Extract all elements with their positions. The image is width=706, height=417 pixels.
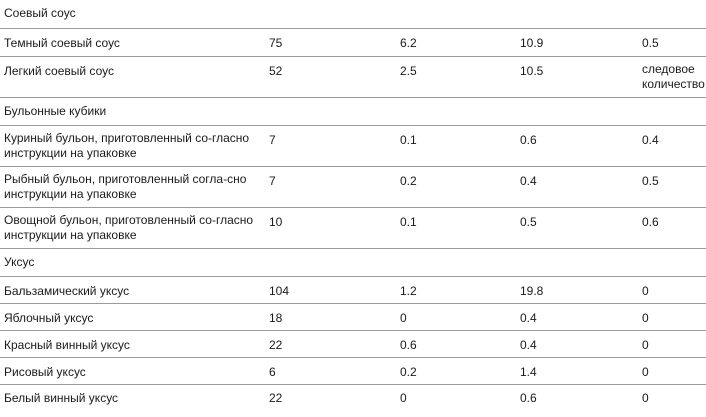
empty-cell [638, 248, 706, 277]
empty-cell [396, 97, 516, 126]
section-header-soy-sauce: Соевый соус [0, 0, 706, 29]
row-name: Яблочный уксус [0, 303, 265, 331]
value-cell: 0.1 [396, 207, 516, 249]
value-cell: 0.4 [638, 125, 706, 167]
empty-cell [265, 0, 396, 29]
table-row: Рисовый уксус 6 0.2 1.4 0 [0, 357, 706, 385]
section-title: Уксус [0, 248, 265, 277]
value-cell: 19.8 [516, 276, 638, 304]
nutrition-table: Соевый соус Темный соевый соус 75 6.2 10… [0, 0, 706, 408]
table-row: Рыбный бульон, приготовленный согла-сно … [0, 166, 706, 208]
value-cell: 104 [265, 276, 396, 304]
value-cell: 0.1 [396, 125, 516, 167]
row-name: Овощной бульон, приготовленный со-гласно… [0, 207, 265, 249]
value-cell: 0 [638, 330, 706, 358]
table-row: Темный соевый соус 75 6.2 10.9 0.5 [0, 28, 706, 57]
value-cell: 0.4 [516, 330, 638, 358]
table-row: Овощной бульон, приготовленный со-гласно… [0, 207, 706, 249]
value-cell: 0 [638, 276, 706, 304]
section-header-vinegar: Уксус [0, 248, 706, 277]
value-cell: 18 [265, 303, 396, 331]
empty-cell [638, 0, 706, 29]
value-cell: 0.5 [638, 28, 706, 57]
empty-cell [516, 248, 638, 277]
value-cell: 52 [265, 56, 396, 98]
value-cell: 0.2 [396, 166, 516, 208]
row-name: Красный винный уксус [0, 330, 265, 358]
value-cell: 10.9 [516, 28, 638, 57]
empty-cell [265, 97, 396, 126]
table-row: Белый винный уксус 22 0 0.6 0 [0, 384, 706, 408]
value-cell: 22 [269, 390, 283, 405]
empty-cell [638, 97, 706, 126]
value-cell: 1.2 [396, 276, 516, 304]
value-cell: 7 [265, 125, 396, 167]
empty-cell [516, 0, 638, 29]
value-cell: 0 [396, 303, 516, 331]
value-cell: 0.6 [520, 390, 537, 405]
section-title: Соевый соус [0, 0, 265, 29]
value-cell: 0.5 [516, 207, 638, 249]
empty-cell [516, 97, 638, 126]
row-name: Куриный бульон, приготовленный со-гласно… [0, 125, 265, 167]
value-cell: 0 [638, 357, 706, 385]
table-row: Яблочный уксус 18 0 0.4 0 [0, 303, 706, 331]
section-title: Бульонные кубики [0, 97, 265, 126]
value-cell: 0.5 [638, 166, 706, 208]
value-cell: 0.4 [516, 166, 638, 208]
value-cell: 2.5 [396, 56, 516, 98]
value-cell: 0 [642, 390, 649, 405]
empty-cell [265, 248, 396, 277]
value-cell: 10 [265, 207, 396, 249]
value-cell: 7 [265, 166, 396, 208]
value-cell: 1.4 [516, 357, 638, 385]
row-name: Белый винный уксус [4, 390, 119, 405]
value-cell: 0.6 [396, 330, 516, 358]
row-name: Легкий соевый соус [0, 56, 265, 98]
row-name: Темный соевый соус [0, 28, 265, 57]
value-cell: 0 [400, 390, 407, 405]
empty-cell [396, 0, 516, 29]
value-cell: 75 [265, 28, 396, 57]
row-name: Бальзамический уксус [0, 276, 265, 304]
value-cell: 0.2 [396, 357, 516, 385]
value-cell: 22 [265, 330, 396, 358]
table-row: Легкий соевый соус 52 2.5 10.5 следовое … [0, 56, 706, 98]
value-cell: 0.6 [516, 125, 638, 167]
value-cell: 10.5 [516, 56, 638, 98]
table-row: Бальзамический уксус 104 1.2 19.8 0 [0, 276, 706, 304]
row-name: Рисовый уксус [0, 357, 265, 385]
value-cell: следовое количество [638, 56, 706, 98]
value-cell: 0.6 [638, 207, 706, 249]
value-cell: 6 [265, 357, 396, 385]
section-header-stock-cubes: Бульонные кубики [0, 97, 706, 126]
row-name: Рыбный бульон, приготовленный согла-сно … [0, 166, 265, 208]
value-cell: 0.4 [516, 303, 638, 331]
value-cell: 6.2 [396, 28, 516, 57]
empty-cell [396, 248, 516, 277]
value-cell: 0 [638, 303, 706, 331]
table-row: Куриный бульон, приготовленный со-гласно… [0, 125, 706, 167]
table-row: Красный винный уксус 22 0.6 0.4 0 [0, 330, 706, 358]
